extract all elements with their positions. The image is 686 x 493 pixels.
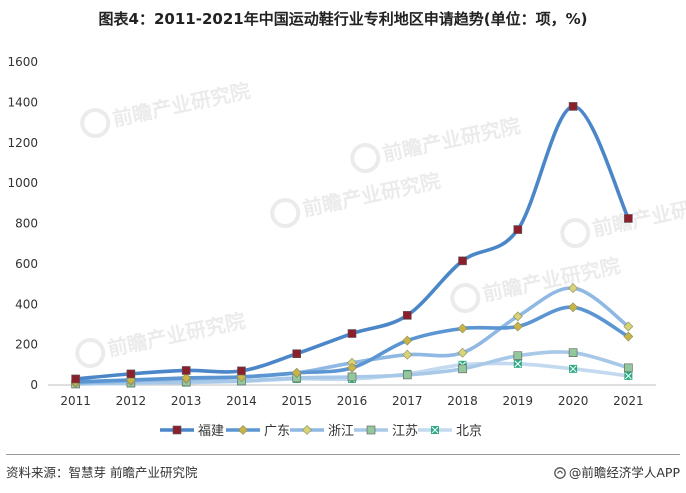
axes: 0 200 400 600 800 1000 1200 1400 1600 2011 2012 201…: [7, 55, 656, 408]
legend-item: 浙江: [290, 424, 354, 439]
data-point-福建: [347, 329, 357, 338]
y-tick-label: 1200: [7, 136, 38, 150]
legend-marker: [431, 426, 439, 434]
watermark: 前瞻产业研究院: [80, 78, 252, 139]
brand-credit: @前瞻经济学人APP: [554, 462, 680, 481]
data-point-江苏: [513, 351, 523, 361]
legend-label: 广东: [264, 424, 290, 439]
data-point-广东: [181, 373, 192, 383]
data-point-浙江: [512, 311, 523, 322]
y-tick-label: 800: [15, 217, 38, 231]
watermark-text: 前瞻产业研究院: [300, 168, 442, 221]
y-tick-label: 600: [15, 257, 38, 271]
legend-item: 福建: [160, 424, 224, 439]
x-tick-label: 2013: [171, 394, 202, 408]
source-note: 资料来源：智慧芽 前瞻产业研究院: [6, 465, 198, 480]
legend-marker: [238, 425, 248, 435]
data-point-福建: [126, 369, 136, 379]
watermark-logo-icon: [560, 218, 591, 249]
data-point-江苏: [402, 370, 412, 380]
legend-item: 江苏: [354, 423, 418, 439]
data-point-广东: [402, 335, 413, 346]
data-point-广东: [125, 375, 136, 385]
legend-label: 福建: [198, 424, 224, 439]
data-point-浙江: [457, 347, 468, 358]
y-tick-label: 1000: [7, 176, 38, 190]
data-point-浙江: [402, 349, 413, 360]
data-point-江苏: [624, 363, 633, 373]
x-tick-label: 2017: [392, 394, 423, 408]
data-point-广东: [512, 321, 523, 332]
data-point-福建: [237, 366, 246, 376]
data-point-福建: [292, 349, 302, 359]
legend-marker: [172, 425, 182, 435]
watermark: 前瞻产业研究院: [75, 308, 247, 369]
y-tick-label: 0: [30, 378, 38, 392]
data-point-广东: [291, 367, 302, 378]
data-point-浙江: [623, 321, 634, 332]
data-point-福建: [181, 366, 191, 375]
data-point-福建: [568, 102, 578, 111]
y-tick-label: 200: [15, 338, 38, 352]
watermark-text: 前瞻产业研究院: [590, 188, 686, 241]
watermark-logo-icon: [270, 198, 301, 229]
y-tick-label: 1400: [7, 95, 38, 109]
watermark-text: 前瞻产业研究院: [105, 308, 247, 361]
footer-divider: [6, 454, 680, 455]
legend-label: 江苏: [392, 423, 418, 439]
watermark-logo-icon: [350, 143, 381, 174]
watermark: 前瞻产业研究院: [560, 188, 686, 249]
x-tick-label: 2012: [116, 394, 147, 408]
watermark: 前瞻产业研究院: [350, 113, 522, 174]
x-tick-label: 2016: [337, 394, 368, 408]
y-tick-label: 1600: [7, 55, 38, 69]
data-point-福建: [71, 374, 80, 384]
data-point-福建: [458, 256, 467, 266]
legend-label: 北京: [456, 424, 482, 439]
y-tick-label: 400: [15, 297, 38, 311]
legend-item: 北京: [418, 424, 482, 439]
watermark-logo-icon: [450, 283, 481, 314]
data-point-江苏: [568, 348, 578, 358]
data-point-浙江: [568, 283, 579, 294]
data-point-广东: [568, 302, 579, 313]
legend-item: 广东: [226, 424, 290, 439]
brand-label: @前瞻经济学人APP: [568, 465, 680, 480]
series-layer: [70, 102, 634, 389]
x-tick-label: 2014: [226, 394, 257, 408]
data-point-广东: [347, 362, 357, 373]
legend-marker: [302, 425, 312, 435]
legend-label: 浙江: [328, 424, 354, 439]
legend: 福建 广东 浙江 江苏 北京: [160, 423, 482, 439]
watermark-text: 前瞻产业研究院: [480, 253, 622, 306]
x-tick-label: 2015: [281, 394, 312, 408]
x-tick-label: 2019: [503, 394, 534, 408]
x-tick-label: 2011: [60, 394, 91, 408]
data-point-福建: [513, 225, 523, 234]
data-point-北京: [624, 371, 633, 380]
watermark-logo-icon: [80, 108, 111, 139]
legend-marker: [366, 425, 376, 435]
data-point-江苏: [458, 364, 467, 374]
x-tick-label: 2020: [558, 394, 589, 408]
line-chart: 前瞻产业研究院前瞻产业研究院前瞻产业研究院前瞻产业研究院前瞻产业研究院前瞻产业研…: [7, 55, 686, 439]
watermark-text: 前瞻产业研究院: [380, 113, 522, 166]
data-point-北京: [513, 359, 522, 368]
x-tick-label: 2018: [447, 394, 478, 408]
data-point-广东: [457, 323, 468, 334]
data-point-广东: [623, 331, 634, 342]
watermark: 前瞻产业研究院: [270, 168, 442, 229]
data-point-福建: [402, 311, 412, 320]
brand-logo-icon: [554, 467, 566, 479]
data-point-福建: [624, 214, 633, 223]
chart-title: 图表4：2011-2021年中国运动鞋行业专利地区申请趋势(单位：项，%): [98, 10, 588, 28]
data-point-北京: [569, 364, 578, 373]
data-point-江苏: [347, 372, 357, 382]
x-tick-label: 2021: [613, 394, 644, 408]
watermark-text: 前瞻产业研究院: [110, 78, 252, 131]
watermark-logo-icon: [75, 338, 106, 369]
